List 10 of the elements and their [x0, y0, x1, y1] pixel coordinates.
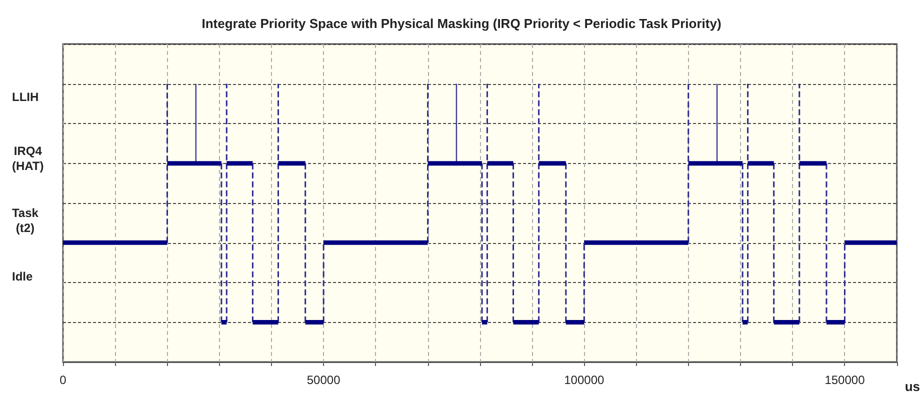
text: Idle	[12, 270, 33, 284]
x-tick-label: 0	[60, 373, 67, 387]
text: IRQ4 (HAT)	[12, 144, 44, 173]
chart-title: Integrate Priority Space with Physical Masking (IRQ Priority < Periodic Task Priority)	[202, 16, 722, 31]
x-tick-label: 150000	[824, 373, 866, 387]
text: LLIH	[12, 90, 39, 104]
x-tick-label: 100000	[564, 373, 604, 387]
x-axis-title: us	[904, 379, 920, 394]
text: Task (t2)	[12, 206, 39, 235]
x-tick-label: 50000	[306, 373, 341, 387]
